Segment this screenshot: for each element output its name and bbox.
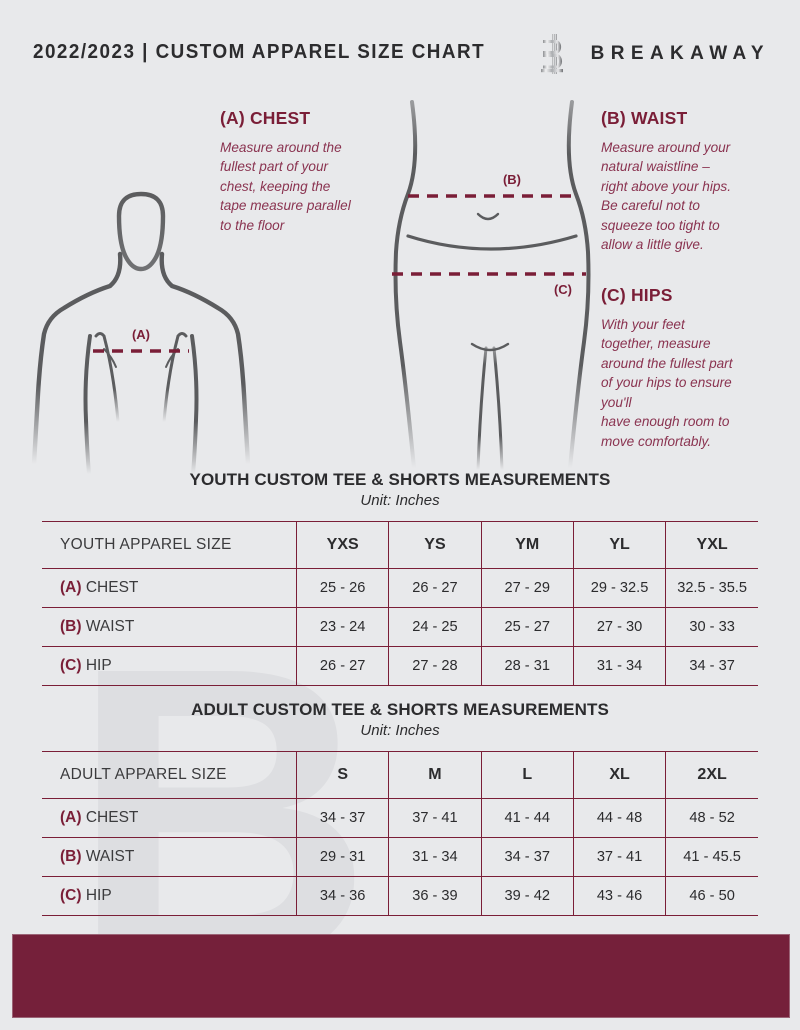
page-title: 2022/2023 | CUSTOM APPAREL SIZE CHART: [33, 40, 486, 63]
table-header-row: YOUTH APPAREL SIZE YXS YS YM YL YXL: [42, 521, 758, 569]
adult-cell-2-3: 43 - 46: [573, 876, 667, 916]
youth-size-col-0: YXS: [296, 521, 390, 569]
youth-cell-1-4: 30 - 33: [665, 607, 758, 647]
adult-cell-1-4: 41 - 45.5: [665, 837, 758, 877]
youth-cell-1-0: 23 - 24: [296, 607, 390, 647]
measure-name: CHEST: [81, 809, 139, 826]
measure-mark: (C): [60, 887, 82, 904]
measure-mark: (B): [60, 848, 82, 865]
measure-mark: (B): [60, 618, 82, 635]
upper-body-figure: (A): [31, 191, 251, 474]
youth-table-block: YOUTH CUSTOM TEE & SHORTS MEASUREMENTS U…: [0, 470, 800, 686]
adult-row-0-label: (A) CHEST: [42, 798, 297, 838]
youth-cell-2-2: 28 - 31: [481, 646, 574, 686]
adult-cell-0-3: 44 - 48: [573, 798, 667, 838]
callout-hips-heading: (C) HIPS: [601, 285, 673, 305]
youth-cell-1-3: 27 - 30: [573, 607, 667, 647]
adult-size-col-2: L: [481, 751, 574, 799]
adult-cell-0-4: 48 - 52: [665, 798, 758, 838]
youth-cell-2-0: 26 - 27: [296, 646, 390, 686]
adult-size-table: ADULT APPAREL SIZE S M L XL 2XL (A) CHES…: [42, 751, 758, 916]
youth-row-2-label: (C) HIP: [42, 646, 297, 686]
measure-name: HIP: [81, 887, 112, 904]
measure-mark: (C): [60, 657, 82, 674]
measure-name: WAIST: [81, 618, 135, 635]
measure-name: WAIST: [81, 848, 135, 865]
callout-hips-body: With your feet together, measure around …: [601, 317, 733, 449]
callout-waist-body: Measure around your natural waistline – …: [601, 140, 731, 253]
brand-name: BREAKAWAY: [590, 43, 770, 64]
youth-table-title: YOUTH CUSTOM TEE & SHORTS MEASUREMENTS: [189, 470, 611, 489]
adult-cell-2-4: 46 - 50: [665, 876, 758, 916]
callout-chest-body: Measure around the fullest part of your …: [220, 140, 351, 233]
adult-size-col-1: M: [388, 751, 482, 799]
footer-brand-bar: [12, 934, 790, 1018]
youth-row-0-label: (A) CHEST: [42, 568, 297, 608]
youth-cell-1-1: 24 - 25: [388, 607, 482, 647]
youth-cell-0-2: 27 - 29: [481, 568, 574, 608]
adult-cell-1-3: 37 - 41: [573, 837, 667, 877]
youth-cell-2-4: 34 - 37: [665, 646, 758, 686]
measure-mark: (A): [60, 579, 82, 596]
callout-waist: (B) WAIST Measure around your natural wa…: [601, 108, 783, 255]
youth-cell-0-3: 29 - 32.5: [573, 568, 667, 608]
adult-size-col-4: 2XL: [665, 751, 758, 799]
table-row: (C) HIP 34 - 36 36 - 39 39 - 42 43 - 46 …: [42, 876, 758, 916]
adult-row-2-label: (C) HIP: [42, 876, 297, 916]
table-row: (A) CHEST 34 - 37 37 - 41 41 - 44 44 - 4…: [42, 798, 758, 838]
youth-cell-0-0: 25 - 26: [296, 568, 390, 608]
measure-mark: (A): [60, 809, 82, 826]
adult-cell-2-1: 36 - 39: [388, 876, 482, 916]
measure-name: CHEST: [81, 579, 139, 596]
youth-cell-0-4: 32.5 - 35.5: [665, 568, 758, 608]
youth-cell-0-1: 26 - 27: [388, 568, 482, 608]
callout-hips: (C) HIPS With your feet together, measur…: [601, 285, 787, 451]
youth-cell-1-2: 25 - 27: [481, 607, 574, 647]
youth-size-col-2: YM: [481, 521, 574, 569]
lower-body-figure: (B) (C): [392, 100, 591, 472]
brand-lockup: BREAKAWAY: [539, 33, 770, 75]
adult-cell-1-2: 34 - 37: [481, 837, 574, 877]
measurement-illustrations: (A) (B) (C): [0, 96, 800, 474]
adult-table-block: ADULT CUSTOM TEE & SHORTS MEASUREMENTS U…: [0, 700, 800, 916]
adult-table-unit: Unit: Inches: [360, 722, 440, 739]
adult-cell-1-1: 31 - 34: [388, 837, 482, 877]
youth-size-table: YOUTH APPAREL SIZE YXS YS YM YL YXL (A) …: [42, 521, 758, 686]
table-row: (C) HIP 26 - 27 27 - 28 28 - 31 31 - 34 …: [42, 646, 758, 686]
adult-size-col-3: XL: [573, 751, 667, 799]
adult-size-label: ADULT APPAREL SIZE: [42, 751, 297, 799]
breakaway-b-monogram-icon: [540, 34, 563, 74]
adult-cell-2-2: 39 - 42: [481, 876, 574, 916]
callout-waist-heading: (B) WAIST: [601, 108, 688, 128]
adult-cell-2-0: 34 - 36: [296, 876, 390, 916]
table-row: (A) CHEST 25 - 26 26 - 27 27 - 29 29 - 3…: [42, 568, 758, 608]
youth-table-unit: Unit: Inches: [360, 492, 440, 509]
callout-chest-heading: (A) CHEST: [220, 108, 311, 128]
adult-cell-0-2: 41 - 44: [481, 798, 574, 838]
youth-size-col-3: YL: [573, 521, 667, 569]
table-row: (B) WAIST 29 - 31 31 - 34 34 - 37 37 - 4…: [42, 837, 758, 877]
youth-size-col-4: YXL: [665, 521, 758, 569]
adult-row-1-label: (B) WAIST: [42, 837, 297, 877]
callout-chest: (A) CHEST Measure around the fullest par…: [220, 108, 400, 235]
waist-line-label: (B): [503, 172, 521, 187]
adult-cell-1-0: 29 - 31: [296, 837, 390, 877]
adult-cell-0-0: 34 - 37: [296, 798, 390, 838]
table-header-row: ADULT APPAREL SIZE S M L XL 2XL: [42, 751, 758, 799]
adult-table-title: ADULT CUSTOM TEE & SHORTS MEASUREMENTS: [191, 700, 609, 719]
measure-name: HIP: [81, 657, 112, 674]
adult-cell-0-1: 37 - 41: [388, 798, 482, 838]
adult-size-col-0: S: [296, 751, 390, 799]
table-row: (B) WAIST 23 - 24 24 - 25 25 - 27 27 - 3…: [42, 607, 758, 647]
chest-line-label: (A): [132, 327, 150, 342]
youth-size-label: YOUTH APPAREL SIZE: [42, 521, 297, 569]
youth-row-1-label: (B) WAIST: [42, 607, 297, 647]
page-header: 2022/2023 | CUSTOM APPAREL SIZE CHART BR…: [0, 0, 800, 96]
hip-line-label: (C): [554, 282, 572, 297]
youth-size-col-1: YS: [388, 521, 482, 569]
youth-cell-2-3: 31 - 34: [573, 646, 667, 686]
youth-cell-2-1: 27 - 28: [388, 646, 482, 686]
